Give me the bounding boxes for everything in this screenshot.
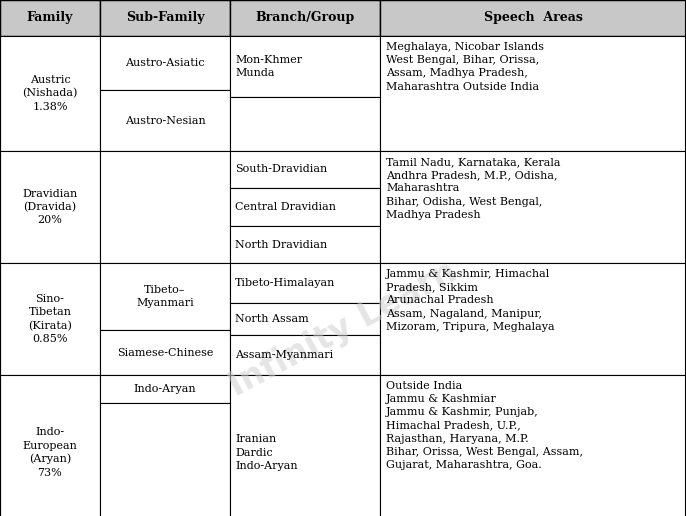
Bar xyxy=(380,151,686,263)
Bar xyxy=(380,263,686,375)
Text: Meghalaya, Nicobar Islands
West Bengal, Bihar, Orissa,
Assam, Madhya Pradesh,
Ma: Meghalaya, Nicobar Islands West Bengal, … xyxy=(386,42,544,92)
Text: Sub-Family: Sub-Family xyxy=(126,11,204,24)
Bar xyxy=(100,330,230,375)
Text: Iranian
Dardic
Indo-Aryan: Iranian Dardic Indo-Aryan xyxy=(235,434,298,471)
Bar xyxy=(100,90,230,151)
Bar xyxy=(0,36,100,151)
Bar xyxy=(100,0,230,36)
Bar xyxy=(100,263,230,330)
Bar xyxy=(230,0,380,36)
Text: Austro-Nesian: Austro-Nesian xyxy=(125,116,205,125)
Text: Assam-Myanmari: Assam-Myanmari xyxy=(235,350,333,360)
Bar xyxy=(100,151,230,263)
Bar xyxy=(0,151,100,263)
Text: Branch/Group: Branch/Group xyxy=(255,11,355,24)
Text: Tibeto-Himalayan: Tibeto-Himalayan xyxy=(235,278,335,288)
Bar xyxy=(380,0,686,36)
Text: Siamese-Chinese: Siamese-Chinese xyxy=(117,348,213,358)
Text: Central Dravidian: Central Dravidian xyxy=(235,202,336,212)
Text: Family: Family xyxy=(27,11,73,24)
Bar xyxy=(380,375,686,516)
Bar xyxy=(100,403,230,516)
Bar xyxy=(230,97,380,151)
Text: Outside India
Jammu & Kashmiar
Jammu & Kashmir, Punjab,
Himachal Pradesh, U.P.,
: Outside India Jammu & Kashmiar Jammu & K… xyxy=(386,381,583,470)
Bar xyxy=(0,375,100,516)
Bar xyxy=(230,226,380,263)
Bar xyxy=(230,188,380,226)
Text: Tamil Nadu, Karnataka, Kerala
Andhra Pradesh, M.P., Odisha,
Maharashtra
Bihar, O: Tamil Nadu, Karnataka, Kerala Andhra Pra… xyxy=(386,157,560,220)
Text: North Dravidian: North Dravidian xyxy=(235,239,327,250)
Text: Infinity Learn: Infinity Learn xyxy=(224,254,462,402)
Text: North Assam: North Assam xyxy=(235,314,309,324)
Bar xyxy=(230,303,380,335)
Text: Sino-
Tibetan
(Kirata)
0.85%: Sino- Tibetan (Kirata) 0.85% xyxy=(28,294,72,344)
Text: Indo-Aryan: Indo-Aryan xyxy=(134,384,196,394)
Text: Jammu & Kashmir, Himachal
Pradesh, Sikkim
Arunachal Pradesh
Assam, Nagaland, Man: Jammu & Kashmir, Himachal Pradesh, Sikki… xyxy=(386,269,554,332)
Text: Austric
(Nishada)
1.38%: Austric (Nishada) 1.38% xyxy=(23,75,78,112)
Text: Tibeto–
Myanmari: Tibeto– Myanmari xyxy=(136,285,194,308)
Bar xyxy=(100,36,230,90)
Text: South-Dravidian: South-Dravidian xyxy=(235,165,327,174)
Bar xyxy=(230,151,380,188)
Text: Mon-Khmer
Munda: Mon-Khmer Munda xyxy=(235,55,302,78)
Text: Dravidian
(Dravida)
20%: Dravidian (Dravida) 20% xyxy=(23,188,78,225)
Bar xyxy=(230,335,380,375)
Bar xyxy=(0,263,100,375)
Text: Speech  Areas: Speech Areas xyxy=(484,11,582,24)
Bar xyxy=(230,36,380,97)
Text: Indo-
European
(Aryan)
73%: Indo- European (Aryan) 73% xyxy=(23,427,78,478)
Bar xyxy=(100,375,230,403)
Bar xyxy=(230,375,380,516)
Bar xyxy=(0,0,100,36)
Bar xyxy=(380,36,686,151)
Text: Austro-Asiatic: Austro-Asiatic xyxy=(125,58,205,68)
Bar xyxy=(230,263,380,303)
